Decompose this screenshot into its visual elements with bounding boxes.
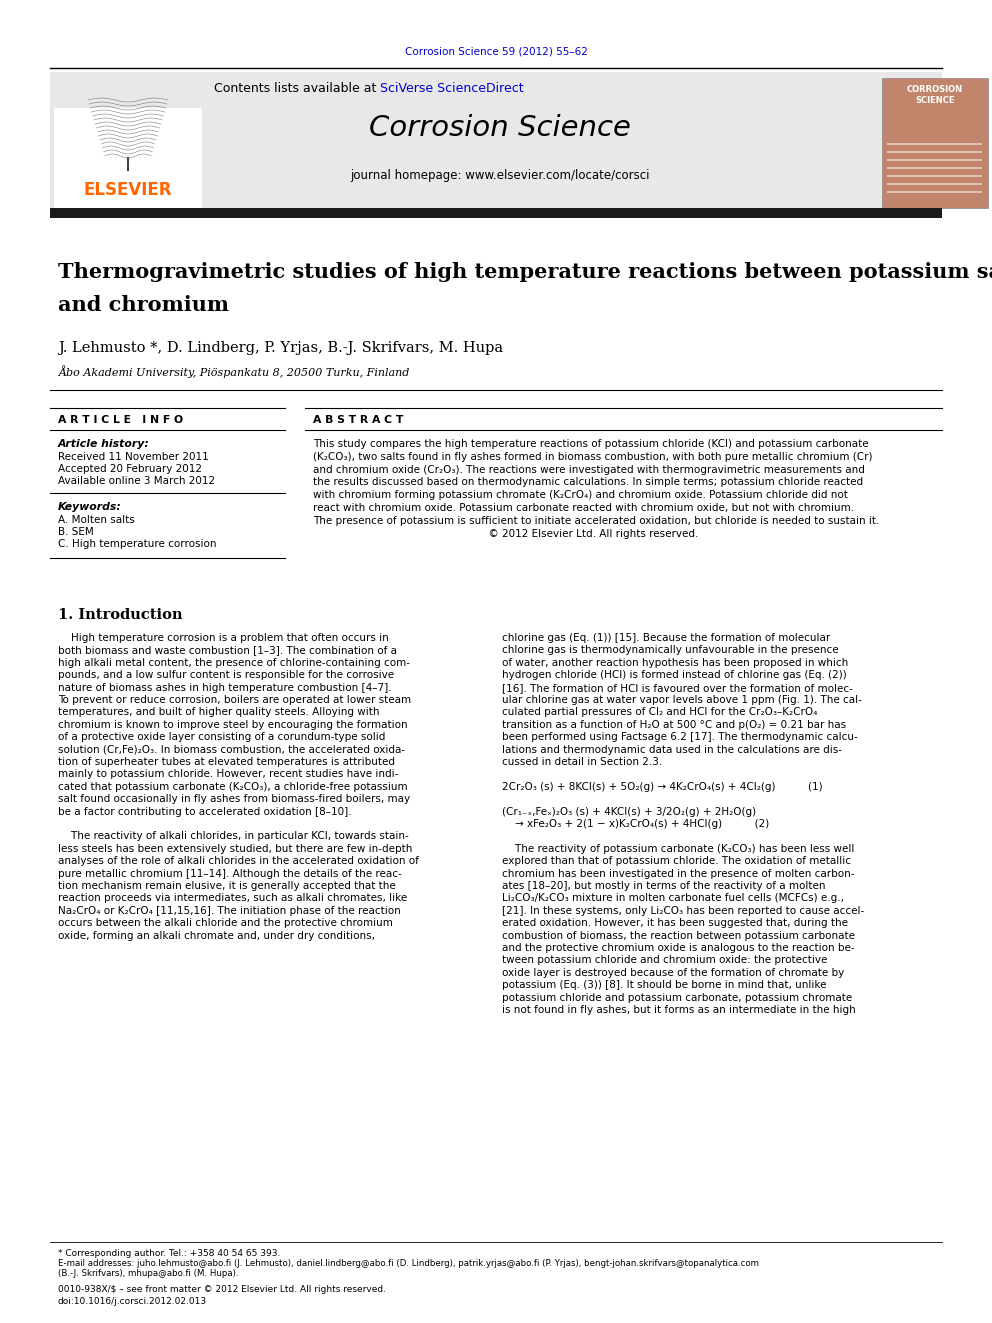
Bar (54, 108, 202, 208)
Text: react with chromium oxide. Potassium carbonate reacted with chromium oxide, but : react with chromium oxide. Potassium car… (313, 503, 854, 513)
Text: explored than that of potassium chloride. The oxidation of metallic: explored than that of potassium chloride… (502, 856, 851, 867)
Text: tween potassium chloride and chromium oxide: the protective: tween potassium chloride and chromium ox… (502, 955, 827, 966)
Text: [21]. In these systems, only Li₂CO₃ has been reported to cause accel-: [21]. In these systems, only Li₂CO₃ has … (502, 906, 864, 916)
Text: Contents lists available at: Contents lists available at (213, 82, 380, 94)
Text: J. Lehmusto *, D. Lindberg, P. Yrjas, B.-J. Skrifvars, M. Hupa: J. Lehmusto *, D. Lindberg, P. Yrjas, B.… (58, 341, 503, 355)
Text: nature of biomass ashes in high temperature combustion [4–7].: nature of biomass ashes in high temperat… (58, 683, 392, 693)
Text: pounds, and a low sulfur content is responsible for the corrosive: pounds, and a low sulfur content is resp… (58, 671, 394, 680)
Text: be a factor contributing to accelerated oxidation [8–10].: be a factor contributing to accelerated … (58, 807, 351, 816)
Text: Accepted 20 February 2012: Accepted 20 February 2012 (58, 464, 202, 474)
Bar (884, 126, 986, 206)
Bar (887, 159, 982, 161)
Text: potassium chloride and potassium carbonate, potassium chromate: potassium chloride and potassium carbona… (502, 992, 852, 1003)
Text: and chromium: and chromium (58, 295, 229, 315)
Text: chlorine gas (Eq. (1)) [15]. Because the formation of molecular: chlorine gas (Eq. (1)) [15]. Because the… (502, 632, 830, 643)
Text: The reactivity of potassium carbonate (K₂CO₃) has been less well: The reactivity of potassium carbonate (K… (502, 844, 854, 853)
Text: hydrogen chloride (HCl) is formed instead of chlorine gas (Eq. (2)): hydrogen chloride (HCl) is formed instea… (502, 671, 847, 680)
Text: of a protective oxide layer consisting of a corundum-type solid: of a protective oxide layer consisting o… (58, 732, 385, 742)
Text: oxide layer is destroyed because of the formation of chromate by: oxide layer is destroyed because of the … (502, 968, 844, 978)
Text: Na₂CrO₄ or K₂CrO₄ [11,15,16]. The initiation phase of the reaction: Na₂CrO₄ or K₂CrO₄ [11,15,16]. The initia… (58, 906, 401, 916)
Text: Available online 3 March 2012: Available online 3 March 2012 (58, 476, 215, 486)
Text: This study compares the high temperature reactions of potassium chloride (KCl) a: This study compares the high temperature… (313, 439, 869, 448)
Text: high alkali metal content, the presence of chlorine-containing com-: high alkali metal content, the presence … (58, 658, 410, 668)
Text: [16]. The formation of HCl is favoured over the formation of molec-: [16]. The formation of HCl is favoured o… (502, 683, 853, 693)
Bar (887, 175, 982, 177)
Text: is not found in fly ashes, but it forms as an intermediate in the high: is not found in fly ashes, but it forms … (502, 1005, 856, 1015)
Text: chromium is known to improve steel by encouraging the formation: chromium is known to improve steel by en… (58, 720, 408, 730)
Text: * Corresponding author. Tel.: +358 40 54 65 393.: * Corresponding author. Tel.: +358 40 54… (58, 1249, 281, 1257)
Text: 2Cr₂O₃ (s) + 8KCl(s) + 5O₂(g) → 4K₂CrO₄(s) + 4Cl₂(g)          (1): 2Cr₂O₃ (s) + 8KCl(s) + 5O₂(g) → 4K₂CrO₄(… (502, 782, 822, 791)
Text: pure metallic chromium [11–14]. Although the details of the reac-: pure metallic chromium [11–14]. Although… (58, 869, 402, 878)
Text: © 2012 Elsevier Ltd. All rights reserved.: © 2012 Elsevier Ltd. All rights reserved… (313, 529, 698, 538)
Text: chlorine gas is thermodynamically unfavourable in the presence: chlorine gas is thermodynamically unfavo… (502, 646, 838, 655)
Text: the results discussed based on thermodynamic calculations. In simple terms; pota: the results discussed based on thermodyn… (313, 478, 863, 487)
Text: lations and thermodynamic data used in the calculations are dis-: lations and thermodynamic data used in t… (502, 745, 842, 754)
Text: Received 11 November 2011: Received 11 November 2011 (58, 452, 208, 462)
Text: (K₂CO₃), two salts found in fly ashes formed in biomass combustion, with both pu: (K₂CO₃), two salts found in fly ashes fo… (313, 451, 873, 462)
Text: potassium (Eq. (3)) [8]. It should be borne in mind that, unlike: potassium (Eq. (3)) [8]. It should be bo… (502, 980, 826, 990)
Text: SciVerse ScienceDirect: SciVerse ScienceDirect (380, 82, 524, 94)
Text: transition as a function of H₂O at 500 °C and p(O₂) = 0.21 bar has: transition as a function of H₂O at 500 °… (502, 720, 846, 730)
Text: culated partial pressures of Cl₂ and HCl for the Cr₂O₃–K₂CrO₄: culated partial pressures of Cl₂ and HCl… (502, 708, 817, 717)
Text: cated that potassium carbonate (K₂CO₃), a chloride-free potassium: cated that potassium carbonate (K₂CO₃), … (58, 782, 408, 791)
Text: Thermogravimetric studies of high temperature reactions between potassium salts: Thermogravimetric studies of high temper… (58, 262, 992, 282)
Text: Corrosion Science 59 (2012) 55–62: Corrosion Science 59 (2012) 55–62 (405, 48, 587, 57)
Text: The presence of potassium is sufficient to initiate accelerated oxidation, but c: The presence of potassium is sufficient … (313, 516, 879, 525)
Bar (887, 143, 982, 146)
Text: ates [18–20], but mostly in terms of the reactivity of a molten: ates [18–20], but mostly in terms of the… (502, 881, 825, 890)
Bar (887, 167, 982, 169)
Text: B. SEM: B. SEM (58, 527, 94, 537)
Text: salt found occasionally in fly ashes from biomass-fired boilers, may: salt found occasionally in fly ashes fro… (58, 794, 410, 804)
Bar (887, 191, 982, 193)
Text: analyses of the role of alkali chlorides in the accelerated oxidation of: analyses of the role of alkali chlorides… (58, 856, 419, 867)
Text: cussed in detail in Section 2.3.: cussed in detail in Section 2.3. (502, 757, 663, 767)
Text: Li₂CO₃/K₂CO₃ mixture in molten carbonate fuel cells (MCFCs) e.g.,: Li₂CO₃/K₂CO₃ mixture in molten carbonate… (502, 893, 844, 904)
Text: C. High temperature corrosion: C. High temperature corrosion (58, 538, 216, 549)
Text: ELSEVIER: ELSEVIER (83, 181, 173, 198)
Text: solution (Cr,Fe)₂O₃. In biomass combustion, the accelerated oxida-: solution (Cr,Fe)₂O₃. In biomass combusti… (58, 745, 405, 754)
Text: of water, another reaction hypothesis has been proposed in which: of water, another reaction hypothesis ha… (502, 658, 848, 668)
Text: combustion of biomass, the reaction between potassium carbonate: combustion of biomass, the reaction betw… (502, 930, 855, 941)
Text: with chromium forming potassium chromate (K₂CrO₄) and chromium oxide. Potassium : with chromium forming potassium chromate… (313, 491, 848, 500)
Text: Corrosion Science: Corrosion Science (369, 114, 631, 142)
Text: A B S T R A C T: A B S T R A C T (313, 415, 404, 425)
Text: occurs between the alkali chloride and the protective chromium: occurs between the alkali chloride and t… (58, 918, 393, 929)
Text: ular chlorine gas at water vapor levels above 1 ppm (Fig. 1). The cal-: ular chlorine gas at water vapor levels … (502, 695, 862, 705)
Text: High temperature corrosion is a problem that often occurs in: High temperature corrosion is a problem … (58, 632, 389, 643)
Bar (50, 71, 942, 210)
Text: been performed using Factsage 6.2 [17]. The thermodynamic calcu-: been performed using Factsage 6.2 [17]. … (502, 732, 858, 742)
Bar (50, 208, 942, 218)
Text: The reactivity of alkali chlorides, in particular KCl, towards stain-: The reactivity of alkali chlorides, in p… (58, 831, 409, 841)
Text: oxide, forming an alkali chromate and, under dry conditions,: oxide, forming an alkali chromate and, u… (58, 930, 375, 941)
Text: Åbo Akademi University, Piöspankatu 8, 20500 Turku, Finland: Åbo Akademi University, Piöspankatu 8, 2… (58, 365, 410, 378)
Text: erated oxidation. However, it has been suggested that, during the: erated oxidation. However, it has been s… (502, 918, 848, 929)
Text: tion mechanism remain elusive, it is generally accepted that the: tion mechanism remain elusive, it is gen… (58, 881, 396, 890)
Text: A R T I C L E   I N F O: A R T I C L E I N F O (58, 415, 184, 425)
Text: and chromium oxide (Cr₂O₃). The reactions were investigated with thermogravimetr: and chromium oxide (Cr₂O₃). The reaction… (313, 464, 865, 475)
Bar (887, 183, 982, 185)
Text: To prevent or reduce corrosion, boilers are operated at lower steam: To prevent or reduce corrosion, boilers … (58, 695, 411, 705)
Text: temperatures, and built of higher quality steels. Alloying with: temperatures, and built of higher qualit… (58, 708, 380, 717)
Text: Article history:: Article history: (58, 439, 150, 448)
Text: CORROSION
SCIENCE: CORROSION SCIENCE (907, 85, 963, 106)
Text: 1. Introduction: 1. Introduction (58, 609, 183, 622)
Text: less steels has been extensively studied, but there are few in-depth: less steels has been extensively studied… (58, 844, 413, 853)
Text: (Cr₁₋ₓ,Feₓ)₂O₃ (s) + 4KCl(s) + 3/2O₂(g) + 2H₂O(g): (Cr₁₋ₓ,Feₓ)₂O₃ (s) + 4KCl(s) + 3/2O₂(g) … (502, 807, 756, 816)
Bar (887, 151, 982, 153)
Text: reaction proceeds via intermediates, such as alkali chromates, like: reaction proceeds via intermediates, suc… (58, 893, 408, 904)
Text: E-mail addresses: juho.lehmusto@abo.fi (J. Lehmusto), daniel.lindberg@abo.fi (D.: E-mail addresses: juho.lehmusto@abo.fi (… (58, 1259, 759, 1269)
Text: 0010-938X/$ – see front matter © 2012 Elsevier Ltd. All rights reserved.: 0010-938X/$ – see front matter © 2012 El… (58, 1286, 386, 1294)
Text: mainly to potassium chloride. However, recent studies have indi-: mainly to potassium chloride. However, r… (58, 770, 399, 779)
Text: (B.-J. Skrifvars), mhupa@abo.fi (M. Hupa).: (B.-J. Skrifvars), mhupa@abo.fi (M. Hupa… (58, 1270, 238, 1278)
Text: both biomass and waste combustion [1–3]. The combination of a: both biomass and waste combustion [1–3].… (58, 646, 397, 655)
Text: A. Molten salts: A. Molten salts (58, 515, 135, 525)
Text: tion of superheater tubes at elevated temperatures is attributed: tion of superheater tubes at elevated te… (58, 757, 395, 767)
Text: chromium has been investigated in the presence of molten carbon-: chromium has been investigated in the pr… (502, 869, 854, 878)
Text: doi:10.1016/j.corsci.2012.02.013: doi:10.1016/j.corsci.2012.02.013 (58, 1298, 207, 1307)
Text: and the protective chromium oxide is analogous to the reaction be-: and the protective chromium oxide is ana… (502, 943, 855, 953)
Text: Keywords:: Keywords: (58, 501, 122, 512)
Text: → xFe₂O₃ + 2(1 − x)K₂CrO₄(s) + 4HCl(g)          (2): → xFe₂O₃ + 2(1 − x)K₂CrO₄(s) + 4HCl(g) (… (502, 819, 769, 830)
Bar (882, 78, 988, 208)
Text: journal homepage: www.elsevier.com/locate/corsci: journal homepage: www.elsevier.com/locat… (350, 168, 650, 181)
